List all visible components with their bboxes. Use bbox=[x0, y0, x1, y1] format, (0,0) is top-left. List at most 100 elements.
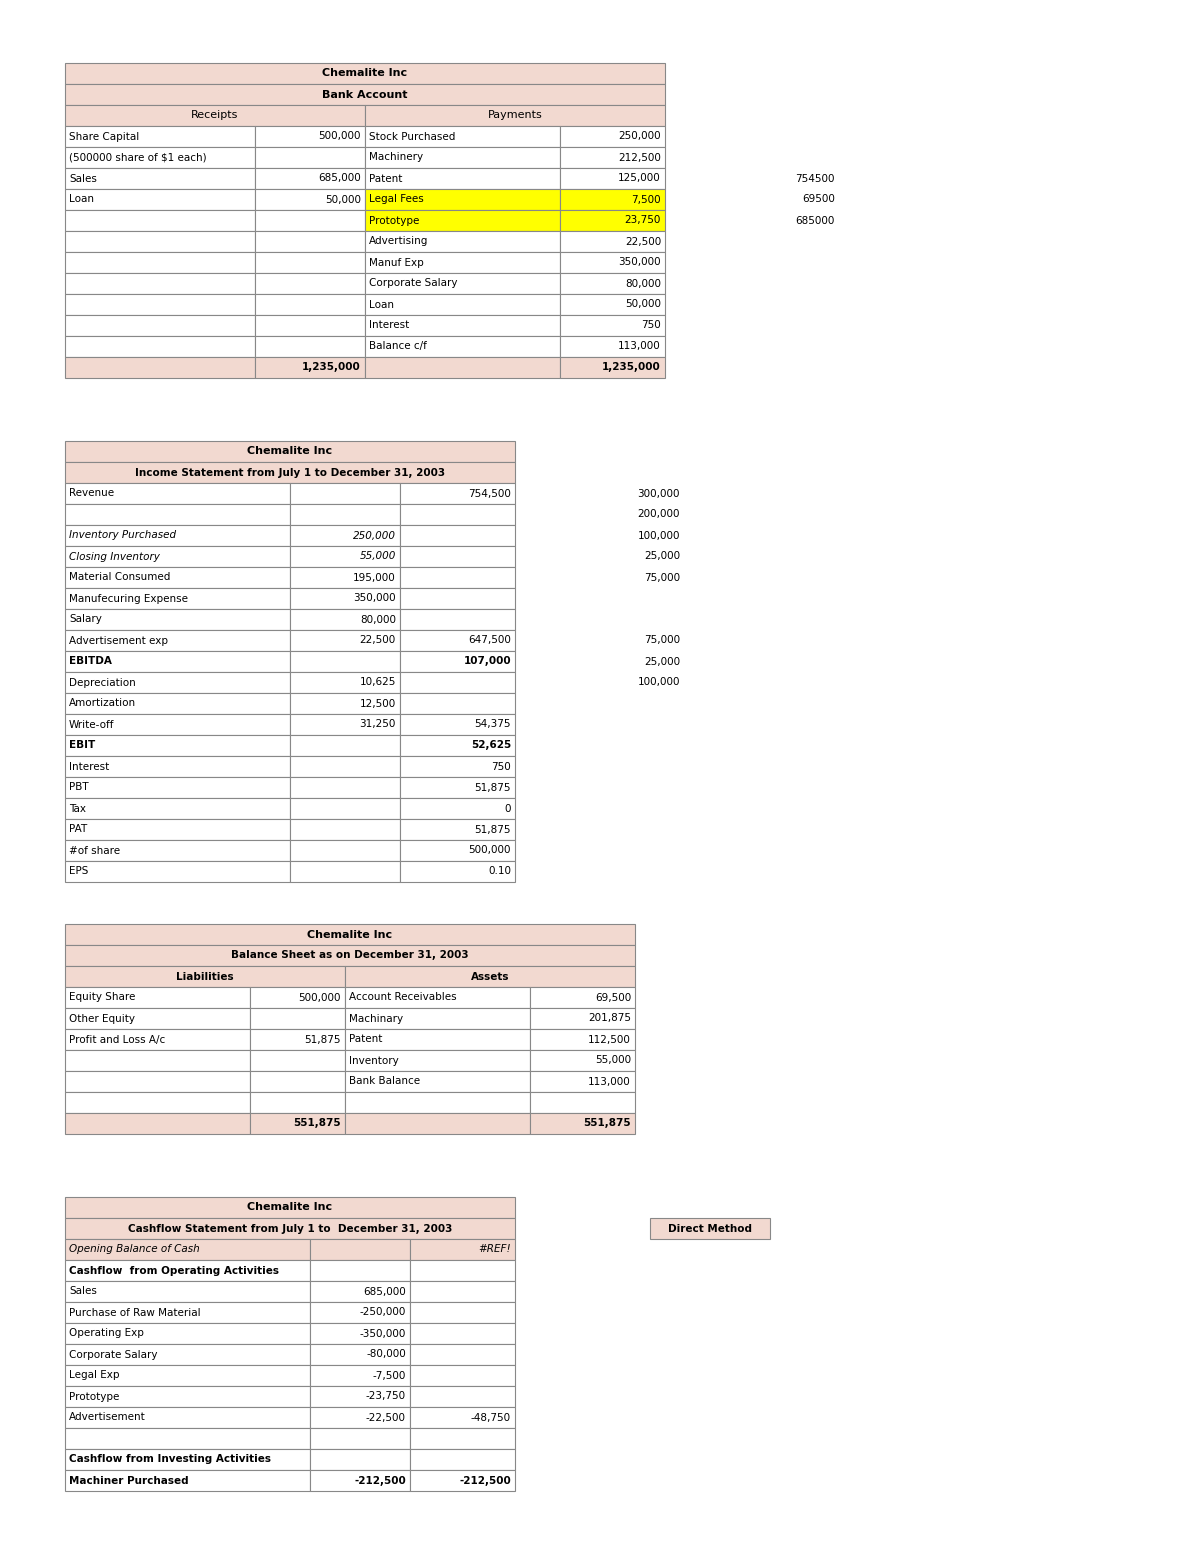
Bar bbox=[290, 776, 400, 798]
Bar bbox=[65, 315, 256, 335]
Bar bbox=[365, 294, 560, 315]
Text: -212,500: -212,500 bbox=[460, 1475, 511, 1486]
Text: EPS: EPS bbox=[70, 867, 89, 876]
Text: 51,875: 51,875 bbox=[474, 783, 511, 792]
Bar bbox=[365, 168, 560, 189]
Bar bbox=[365, 357, 560, 377]
Text: 200,000: 200,000 bbox=[637, 509, 680, 520]
Bar bbox=[65, 231, 256, 252]
Bar bbox=[65, 525, 290, 547]
Text: 201,875: 201,875 bbox=[588, 1014, 631, 1023]
Text: Interest: Interest bbox=[370, 320, 409, 331]
Text: PAT: PAT bbox=[70, 825, 88, 834]
Bar bbox=[65, 148, 256, 168]
Text: 250,000: 250,000 bbox=[353, 531, 396, 540]
Bar bbox=[65, 966, 346, 988]
Bar bbox=[290, 631, 400, 651]
Bar bbox=[65, 483, 290, 505]
Bar bbox=[400, 776, 515, 798]
Bar bbox=[65, 210, 256, 231]
Text: 50,000: 50,000 bbox=[325, 194, 361, 205]
Text: Sales: Sales bbox=[70, 174, 97, 183]
Bar bbox=[400, 798, 515, 818]
Text: Revenue: Revenue bbox=[70, 489, 114, 499]
Text: 23,750: 23,750 bbox=[625, 216, 661, 225]
Text: Legal Exp: Legal Exp bbox=[70, 1370, 120, 1381]
Text: -80,000: -80,000 bbox=[366, 1350, 406, 1359]
Text: 50,000: 50,000 bbox=[625, 300, 661, 309]
Text: Manuf Exp: Manuf Exp bbox=[370, 258, 424, 267]
Bar bbox=[256, 273, 365, 294]
Bar bbox=[256, 168, 365, 189]
Bar bbox=[410, 1281, 515, 1301]
Text: -7,500: -7,500 bbox=[373, 1370, 406, 1381]
Text: Patent: Patent bbox=[349, 1034, 383, 1045]
Bar bbox=[65, 1218, 515, 1239]
Bar bbox=[256, 315, 365, 335]
Text: Purchase of Raw Material: Purchase of Raw Material bbox=[70, 1308, 200, 1317]
Bar bbox=[365, 106, 665, 126]
Bar bbox=[310, 1449, 410, 1471]
Bar bbox=[365, 335, 560, 357]
Bar bbox=[65, 798, 290, 818]
Text: 250,000: 250,000 bbox=[618, 132, 661, 141]
Bar bbox=[65, 168, 256, 189]
Bar bbox=[65, 756, 290, 776]
Text: 54,375: 54,375 bbox=[474, 719, 511, 730]
Bar bbox=[410, 1259, 515, 1281]
Text: 107,000: 107,000 bbox=[463, 657, 511, 666]
Text: 80,000: 80,000 bbox=[625, 278, 661, 289]
Text: Corporate Salary: Corporate Salary bbox=[70, 1350, 157, 1359]
Text: 1,235,000: 1,235,000 bbox=[302, 362, 361, 373]
Text: Account Receivables: Account Receivables bbox=[349, 992, 457, 1003]
Text: -350,000: -350,000 bbox=[360, 1328, 406, 1339]
Text: Chemalite Inc: Chemalite Inc bbox=[247, 1202, 332, 1213]
Text: Liabilities: Liabilities bbox=[176, 972, 234, 981]
Text: 51,875: 51,875 bbox=[305, 1034, 341, 1045]
Bar bbox=[560, 273, 665, 294]
Text: Stock Purchased: Stock Purchased bbox=[370, 132, 455, 141]
Text: Cashflow Statement from July 1 to  December 31, 2003: Cashflow Statement from July 1 to Decemb… bbox=[128, 1224, 452, 1233]
Text: EBITDA: EBITDA bbox=[70, 657, 112, 666]
Text: #of share: #of share bbox=[70, 845, 120, 856]
Bar bbox=[346, 1114, 530, 1134]
Bar bbox=[65, 1239, 310, 1259]
Text: 500,000: 500,000 bbox=[468, 845, 511, 856]
Bar bbox=[290, 735, 400, 756]
Text: 113,000: 113,000 bbox=[618, 342, 661, 351]
Text: Chemalite Inc: Chemalite Inc bbox=[307, 930, 392, 940]
Bar bbox=[310, 1301, 410, 1323]
Bar bbox=[256, 210, 365, 231]
Bar bbox=[250, 1030, 346, 1050]
Text: 750: 750 bbox=[491, 761, 511, 772]
Text: Receipts: Receipts bbox=[191, 110, 239, 121]
Bar bbox=[290, 860, 400, 882]
Bar bbox=[65, 776, 290, 798]
Text: 75,000: 75,000 bbox=[644, 635, 680, 646]
Bar bbox=[65, 924, 635, 944]
Bar bbox=[650, 1218, 770, 1239]
Text: Share Capital: Share Capital bbox=[70, 132, 139, 141]
Bar bbox=[290, 756, 400, 776]
Bar bbox=[560, 168, 665, 189]
Text: 500,000: 500,000 bbox=[299, 992, 341, 1003]
Bar bbox=[256, 189, 365, 210]
Bar bbox=[65, 609, 290, 631]
Text: 55,000: 55,000 bbox=[360, 551, 396, 562]
Bar bbox=[365, 189, 560, 210]
Bar bbox=[290, 567, 400, 589]
Text: Payments: Payments bbox=[487, 110, 542, 121]
Bar bbox=[65, 1114, 250, 1134]
Bar bbox=[65, 693, 290, 714]
Bar bbox=[65, 106, 365, 126]
Text: 1,235,000: 1,235,000 bbox=[602, 362, 661, 373]
Bar bbox=[560, 189, 665, 210]
Text: Balance c/f: Balance c/f bbox=[370, 342, 427, 351]
Bar bbox=[65, 357, 256, 377]
Text: 0: 0 bbox=[504, 803, 511, 814]
Text: Bank Balance: Bank Balance bbox=[349, 1076, 420, 1087]
Bar bbox=[65, 1092, 250, 1114]
Bar bbox=[365, 210, 560, 231]
Bar bbox=[65, 1050, 250, 1072]
Text: Machiner Purchased: Machiner Purchased bbox=[70, 1475, 188, 1486]
